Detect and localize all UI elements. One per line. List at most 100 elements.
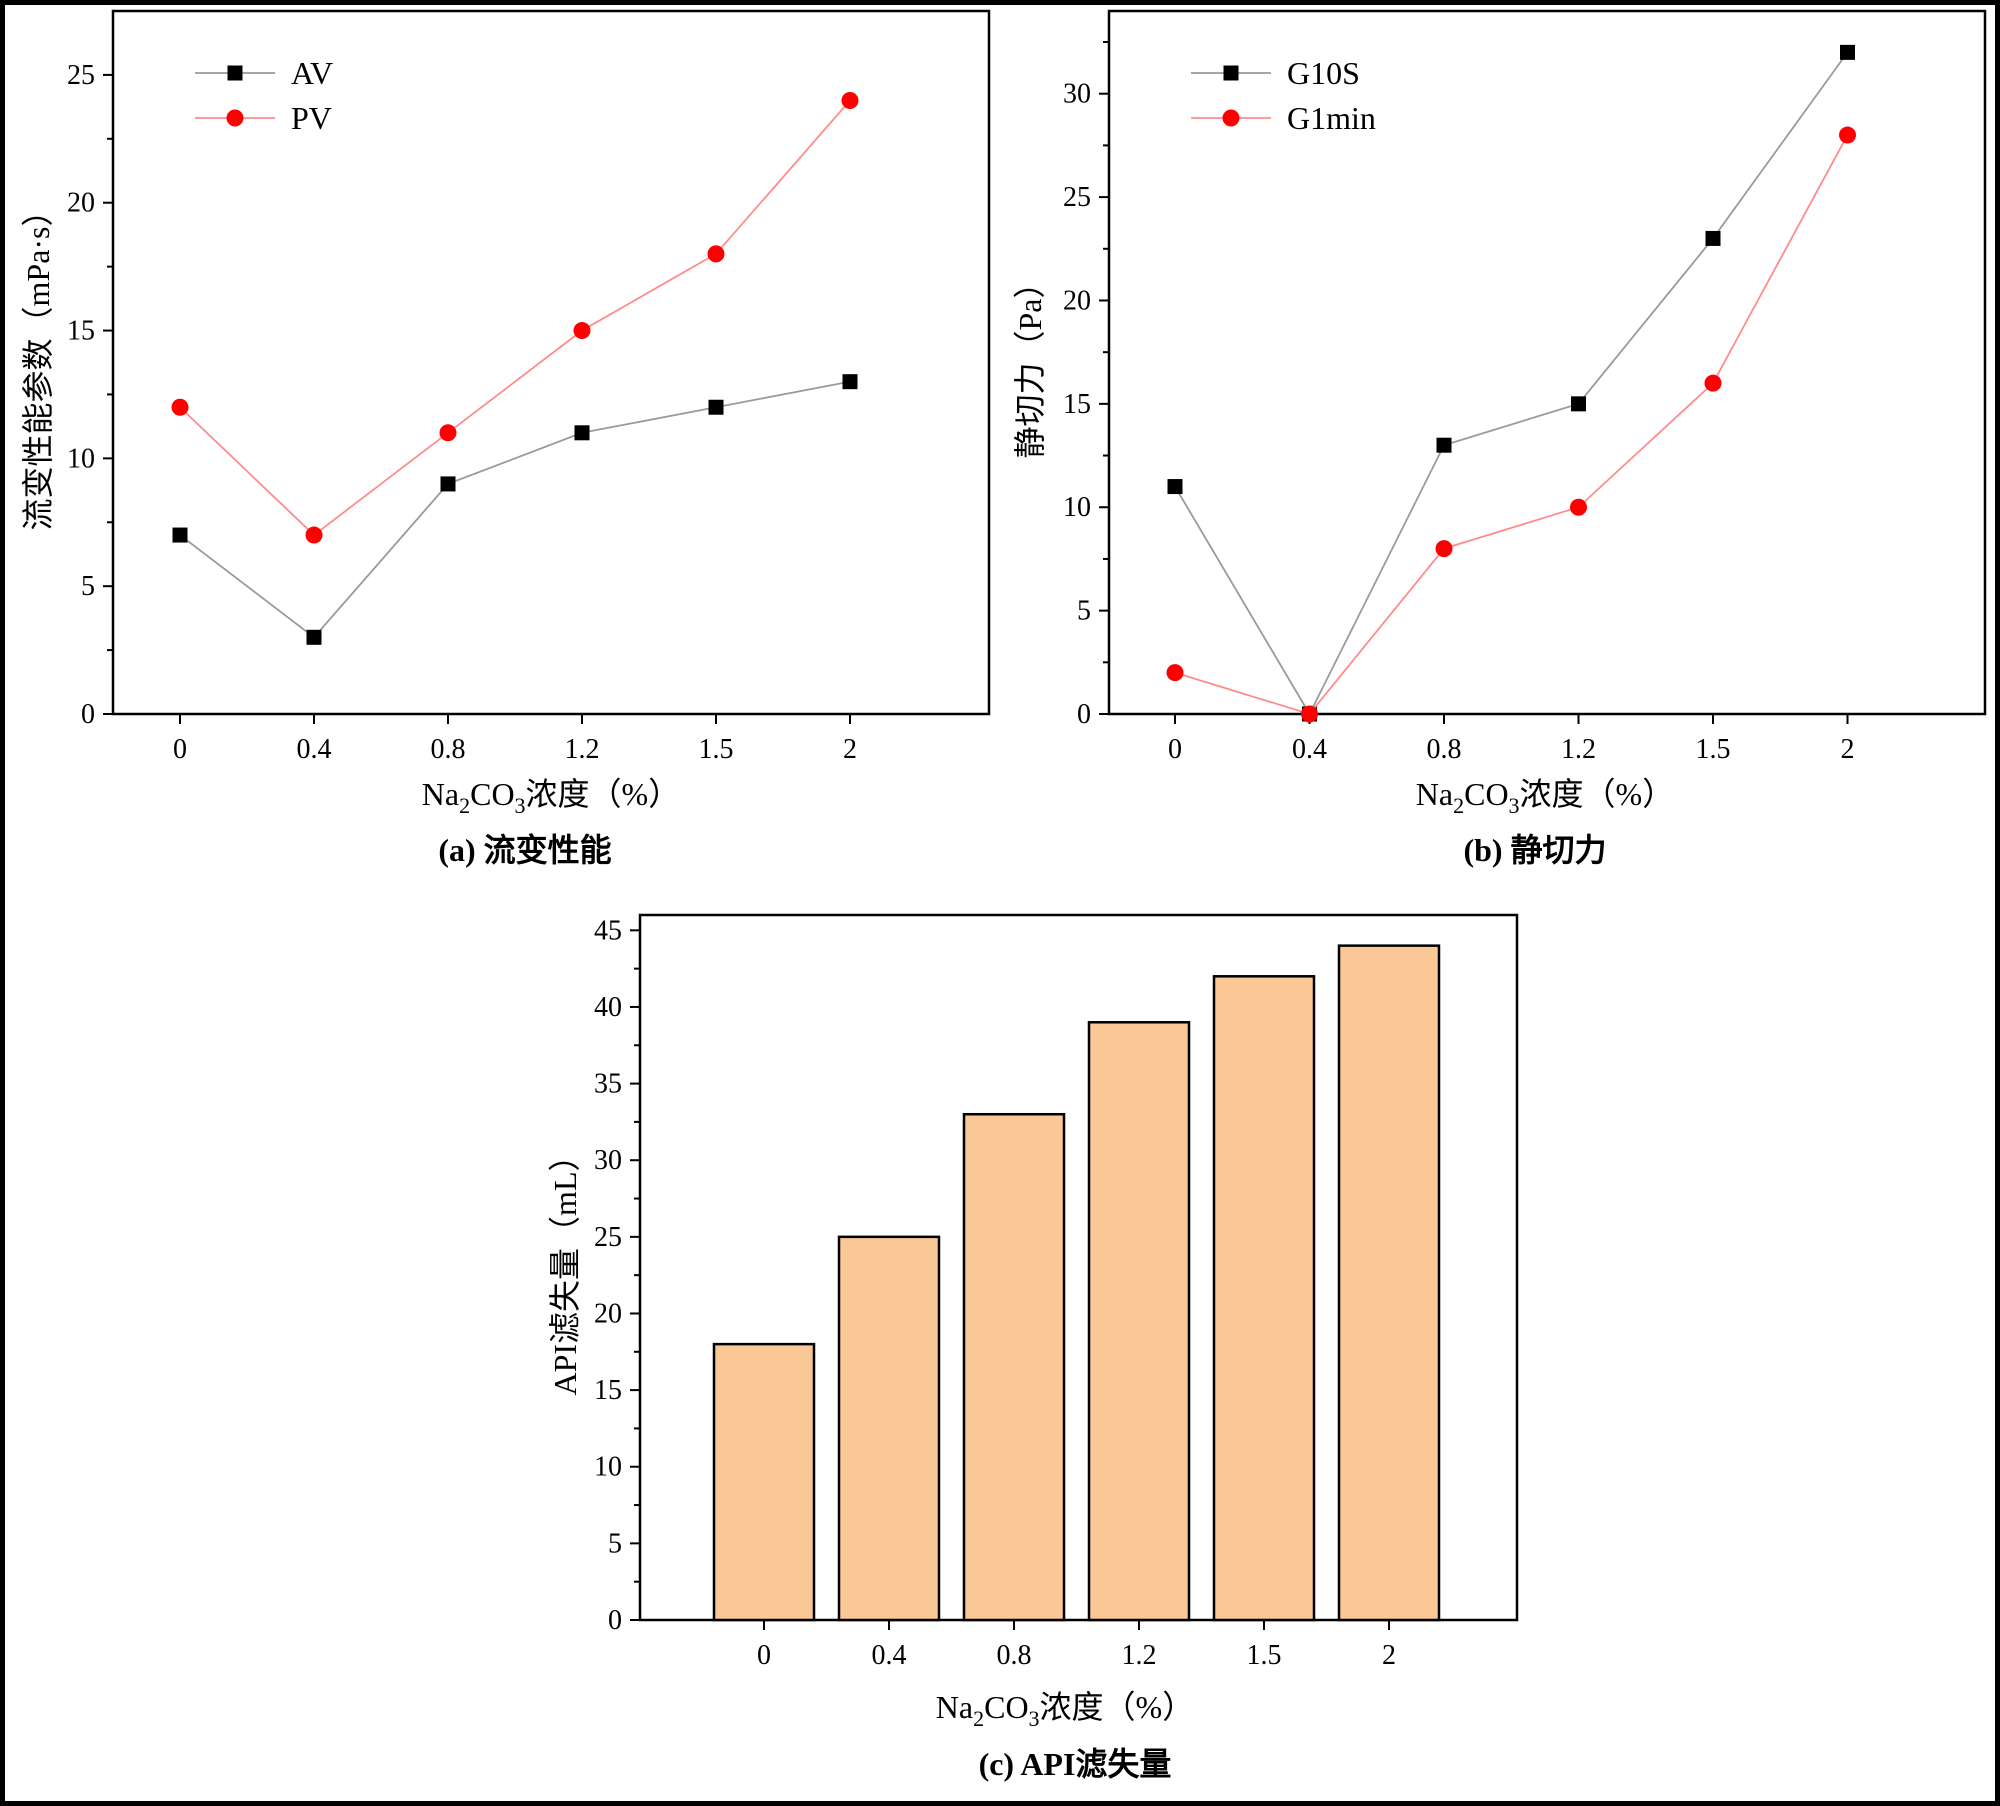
x-tick-label: 1.2 <box>1561 734 1596 765</box>
x-tick-label: 0 <box>173 734 187 765</box>
legend-label: G10S <box>1287 55 1360 91</box>
data-point-G10S <box>1705 230 1721 246</box>
x-tick-label: 0.4 <box>1292 734 1327 765</box>
y-tick-label: 15 <box>594 1375 622 1406</box>
y-tick-label: 5 <box>1077 596 1091 627</box>
legend-marker <box>227 65 243 81</box>
y-tick-label: 35 <box>594 1069 622 1100</box>
data-point-AV <box>842 374 858 390</box>
y-tick-label: 25 <box>594 1222 622 1253</box>
figure-panel: 0 5 10 15 20 25 0 0.4 0.8 1.2 1.5 2 流变性能参数（mPa·s） Na2… <box>5 5 1995 1801</box>
y-tick-label: 0 <box>1077 699 1091 730</box>
y-tick-label: 10 <box>594 1452 622 1483</box>
data-point-G10S <box>1167 479 1183 495</box>
plot-frame <box>638 913 1519 1622</box>
series-line-AV <box>179 380 851 639</box>
x-tick-label: 0.4 <box>872 1640 907 1671</box>
y-tick-label: 5 <box>81 571 95 602</box>
x-tick-label: 0.8 <box>997 1640 1032 1671</box>
x-axis-label-part: Na <box>422 776 459 812</box>
data-point-PV <box>707 245 725 263</box>
data-point-PV <box>305 526 323 544</box>
x-axis-label: Na2CO3浓度（%） <box>936 1689 1194 1731</box>
series-line-G1min <box>1174 134 1849 716</box>
y-tick-label: 10 <box>67 443 95 474</box>
data-point-AV <box>574 425 590 441</box>
x-tick-label: 2 <box>1841 734 1855 765</box>
data-point-G1min <box>1435 540 1453 558</box>
series-line-PV <box>179 99 851 537</box>
legend-label: G1min <box>1287 100 1376 136</box>
plot-frame <box>1107 9 1987 716</box>
legend-label: PV <box>291 100 332 136</box>
x-tick-label: 0.8 <box>1427 734 1462 765</box>
x-axis-label-part: Na <box>1416 776 1453 812</box>
data-point-G1min <box>1839 126 1856 144</box>
x-tick-label: 1.5 <box>1247 1640 1282 1671</box>
x-axis-label-part: 2 <box>1453 793 1464 818</box>
x-axis-label-part: 浓度（%） <box>1520 776 1675 812</box>
x-tick-label: 1.5 <box>699 734 734 765</box>
x-tick-label: 0 <box>757 1640 771 1671</box>
chart-caption: (a) 流变性能 <box>438 832 611 868</box>
chart-c: 0 5 10 15 20 25 30 35 40 45 0 0.4 0.8 1.2 1.5 2 API滤失量（m… <box>547 913 1519 1782</box>
plot-frame <box>111 9 991 716</box>
y-tick-label: 20 <box>594 1298 622 1329</box>
chart-caption: (c) API滤失量 <box>979 1746 1172 1782</box>
legend-marker <box>1223 65 1239 81</box>
data-point-PV <box>841 91 859 109</box>
y-tick-label: 20 <box>67 188 95 219</box>
legend-marker <box>1222 109 1240 127</box>
x-axis-label-part: 2 <box>973 1706 984 1731</box>
data-point-G1min <box>1301 705 1318 723</box>
x-tick-label: 0 <box>1168 734 1182 765</box>
x-axis-label-part: CO <box>1464 776 1508 812</box>
x-axis-label-part: 浓度（%） <box>526 776 681 812</box>
bar-1.5 <box>1212 975 1316 1622</box>
x-tick-label: 1.5 <box>1696 734 1731 765</box>
y-tick-label: 40 <box>594 992 622 1023</box>
data-point-G1min <box>1166 664 1184 682</box>
y-tick-label: 20 <box>1063 285 1091 316</box>
y-tick-label: 15 <box>67 316 95 347</box>
y-tick-label: 30 <box>594 1145 622 1176</box>
x-tick-label: 2 <box>843 734 857 765</box>
x-tick-label: 1.2 <box>565 734 600 765</box>
bar-0.8 <box>962 1112 1066 1622</box>
y-tick-label: 25 <box>1063 182 1091 213</box>
chart-caption: (b) 静切力 <box>1463 832 1606 868</box>
data-point-AV <box>440 476 456 492</box>
x-axis-label: Na2CO3浓度（%） <box>422 776 680 818</box>
y-tick-label: 15 <box>1063 389 1091 420</box>
bar-2 <box>1337 944 1441 1622</box>
x-tick-label: 2 <box>1382 1640 1396 1671</box>
y-axis-label: 静切力（Pa） <box>1012 266 1048 458</box>
data-point-G1min <box>1704 374 1722 392</box>
x-axis-label-part: CO <box>470 776 514 812</box>
x-axis-label-part: 3 <box>1029 1706 1040 1731</box>
x-axis-label-part: 3 <box>1509 793 1520 818</box>
y-tick-label: 0 <box>81 699 95 730</box>
data-point-PV <box>439 424 457 442</box>
x-axis-label: Na2CO3浓度（%） <box>1416 776 1674 818</box>
y-tick-label: 5 <box>608 1528 622 1559</box>
data-point-AV <box>306 629 322 645</box>
x-tick-label: 0.8 <box>431 734 466 765</box>
y-axis-label: 流变性能参数（mPa·s） <box>20 194 56 530</box>
x-axis-label-part: CO <box>984 1689 1028 1725</box>
bar-0 <box>712 1342 816 1622</box>
data-point-PV <box>171 398 189 416</box>
data-point-AV <box>172 527 188 543</box>
x-axis-label-part: 2 <box>459 793 470 818</box>
series-line-G10S <box>1174 51 1849 716</box>
y-tick-label: 0 <box>608 1605 622 1636</box>
data-point-AV <box>708 399 724 415</box>
x-axis-label-part: Na <box>936 1689 973 1725</box>
y-tick-label: 25 <box>67 60 95 91</box>
legend-label: AV <box>291 55 333 91</box>
data-point-PV <box>573 322 591 340</box>
data-point-G10S <box>1571 396 1586 412</box>
